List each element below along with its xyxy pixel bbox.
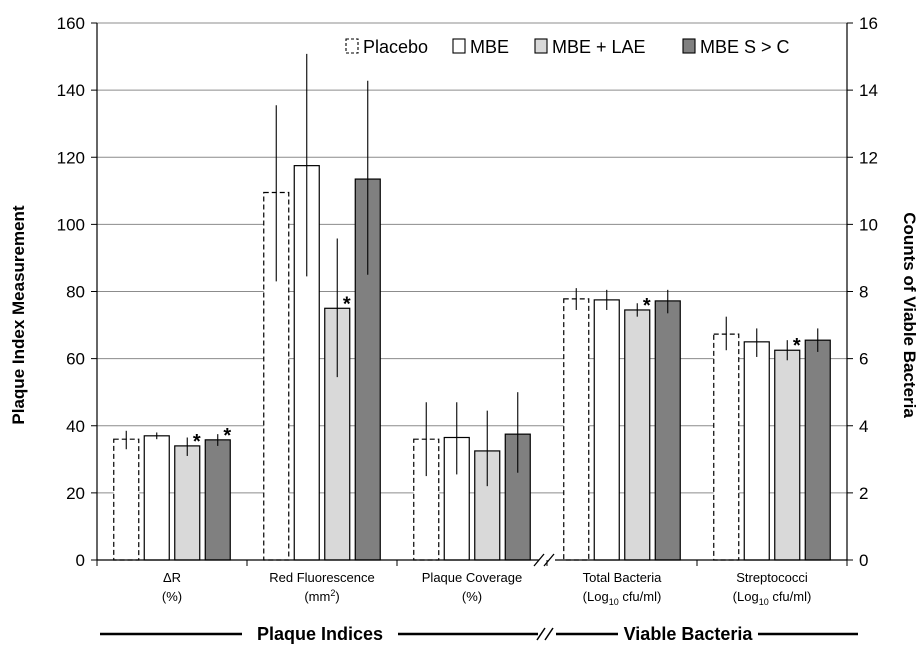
axes [96,23,848,567]
y2-tick-label: 8 [859,283,868,302]
legend-label: MBE S > C [700,37,790,57]
category-label: ΔR [163,570,181,585]
significance-star: * [343,293,351,315]
left-axis-tick-labels: 0 20 40 60 80 100 120 140 160 [57,14,85,570]
legend: Placebo MBE MBE + LAE MBE S > C [345,37,790,57]
significance-star: * [193,431,201,453]
significance-star: * [793,335,801,357]
category-unit-label: (Log10 cfu/ml) [583,589,662,607]
axis-break-mark [533,553,545,567]
category-labels: ΔR (%) Red Fluorescence (mm2) Plaque Coverag… [162,570,811,607]
group-label: Plaque Indices [257,624,383,644]
bar-mbe-s-c [654,300,681,561]
category-unit-label: (%) [162,589,182,604]
legend-swatch [682,38,696,54]
y2-tick-label: 10 [859,215,878,234]
y2-tick-label: 14 [859,81,878,100]
legend-swatch [452,38,466,54]
y-axis-title: Plaque Index Measurement [9,205,28,425]
legend-swatch [345,38,359,54]
legend-label: MBE [470,37,509,57]
group-break-mark [544,627,554,641]
y2-axis-title: Counts of Viable Bacteria [900,212,919,418]
y2-tick-label: 16 [859,14,878,33]
category-unit-label: (Log10 cfu/ml) [733,589,812,607]
significance-star: * [643,295,651,317]
legend-label: MBE + LAE [552,37,646,57]
bar-mbe-s-c [804,339,831,561]
y2-tick-label: 2 [859,484,868,503]
bar-mbe [143,435,170,561]
category-label: Plaque Coverage [422,570,522,585]
axis-break-mark [543,553,555,567]
significance-star: * [223,425,231,447]
legend-swatch [534,38,548,54]
bar-placebo [113,438,140,561]
bar-mbe-s-c [204,439,231,561]
bar-placebo [713,333,740,561]
legend-label: Placebo [363,37,428,57]
y-tick-label: 160 [57,14,85,33]
bar-mbe-lae [174,445,201,561]
y2-tick-label: 12 [859,148,878,167]
bar-mbe-lae [774,349,801,561]
category-label: Red Fluorescence [269,570,375,585]
y-tick-label: 80 [66,283,85,302]
group-label: Viable Bacteria [624,624,754,644]
bar-mbe-lae [624,309,651,561]
y-tick-label: 60 [66,350,85,369]
y-tick-label: 140 [57,81,85,100]
bar-placebo [563,298,590,561]
y-tick-label: 40 [66,417,85,436]
category-unit-label: (mm2) [304,588,339,604]
y-tick-label: 100 [57,215,85,234]
category-unit-label: (%) [462,589,482,604]
y-tick-label: 120 [57,148,85,167]
y2-tick-label: 4 [859,417,868,436]
right-axis-tick-labels: 0 2 4 6 8 10 12 14 16 [859,14,878,570]
category-label: Total Bacteria [583,570,663,585]
bar-mbe [593,299,620,561]
y-tick-label: 0 [76,551,85,570]
category-label: Streptococci [736,570,808,585]
group-labels: Plaque Indices Viable Bacteria [100,624,858,644]
y2-tick-label: 6 [859,350,868,369]
bars: * * * * * [113,53,831,561]
group-break-mark [536,627,546,641]
y-tick-label: 20 [66,484,85,503]
y2-tick-label: 0 [859,551,868,570]
bar-mbe [743,341,770,561]
